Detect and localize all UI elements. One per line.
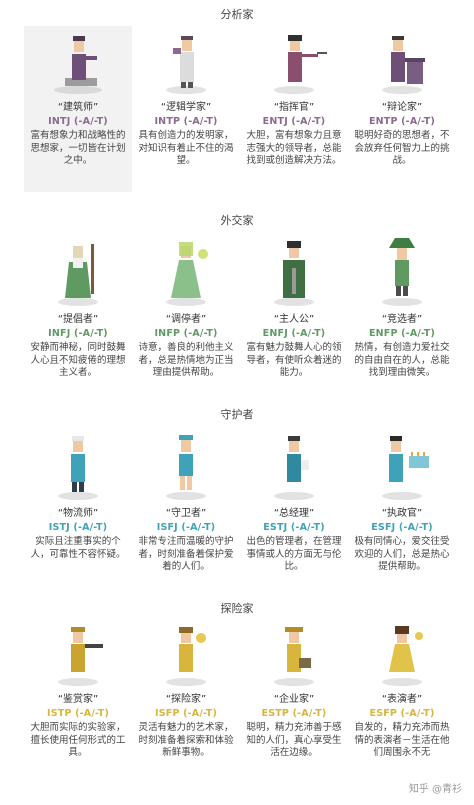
executive-avatar-icon <box>274 436 314 500</box>
role-label: “执政官” <box>381 508 423 519</box>
group-title-analysts: 分析家 <box>220 8 254 21</box>
card-entj: “指挥官” ENTJ (-A/-T) 大胆，富有想象力且意志强大的领导者，总能找… <box>240 26 348 168</box>
campaigner-avatar-icon <box>382 238 422 306</box>
card-intj: “建筑师” INTJ (-A/-T) 富有想象力和战略性的思想家，一切皆在计划之… <box>24 26 132 192</box>
type-code: ESFP (-A/-T) <box>369 708 435 719</box>
card-infp: “调停者” INFP (-A/-T) 诗意，善良的利他主义者，总是热情地为正当理… <box>132 232 240 380</box>
role-label: “指挥官” <box>273 102 315 113</box>
watermark: 知乎 @青衫 <box>408 784 462 795</box>
type-description: 实际且注重事实的个人，可靠性不容怀疑。 <box>30 536 126 560</box>
type-code: INFP (-A/-T) <box>154 328 218 339</box>
type-code: ISTP (-A/-T) <box>46 708 109 719</box>
type-description: 大胆，富有想象力且意志强大的领导者，总能找到或创造解决方法。 <box>246 130 342 166</box>
type-description: 出色的管理者，在管理事情或人的方面无与伦比。 <box>246 536 342 572</box>
commander-avatar-icon <box>274 35 327 94</box>
type-description: 富有魅力鼓舞人心的领导者，有使听众着迷的能力。 <box>246 342 342 378</box>
defender-avatar-icon <box>166 435 206 500</box>
protagonist-avatar-icon <box>274 241 314 306</box>
entrepreneur-avatar-icon <box>274 627 314 686</box>
role-label: “物流师” <box>57 508 99 519</box>
consul-avatar-icon <box>382 436 429 500</box>
type-description: 灵活有魅力的艺术家，时刻准备着探索和体验新鲜事物。 <box>138 722 234 758</box>
card-esfp: “表演者” ESFP (-A/-T) 自发的，精力充沛而热情的表演者－生活在他们… <box>348 618 456 760</box>
card-intp: “逻辑学家” INTP (-A/-T) 具有创造力的发明家，对知识有着止不住的渴… <box>132 26 240 168</box>
card-estp: “企业家” ESTP (-A/-T) 聪明，精力充沛善于感知的人们，真心享受生活… <box>240 618 348 760</box>
group-title-explorers: 探险家 <box>220 602 254 615</box>
role-label: “探险家” <box>165 694 207 705</box>
role-label: “竞选者” <box>381 314 423 325</box>
entertainer-avatar-icon <box>382 626 423 686</box>
architect-avatar-icon <box>54 36 102 94</box>
logistician-avatar-icon <box>58 436 98 500</box>
group-title-diplomats: 外交家 <box>220 214 254 227</box>
role-label: “调停者” <box>165 314 207 325</box>
type-description: 热情，有创造力爱社交的自由自在的人，总能找到理由微笑。 <box>354 342 450 378</box>
type-description: 具有创造力的发明家，对知识有着止不住的渴望。 <box>138 130 234 166</box>
type-description: 富有想象力和战略性的思想家，一切皆在计划之中。 <box>30 130 126 166</box>
type-description: 诗意，善良的利他主义者，总是热情地为正当理由提供帮助。 <box>138 342 234 378</box>
card-esfj: “执政官” ESFJ (-A/-T) 极有同情心，爱交往受欢迎的人们，总是热心提… <box>348 426 456 574</box>
role-label: “鉴赏家” <box>57 694 99 705</box>
role-label: “辩论家” <box>381 102 423 113</box>
role-label: “主人公” <box>273 314 315 325</box>
type-description: 安静而神秘，同时鼓舞人心且不知疲倦的理想主义者。 <box>30 342 126 378</box>
type-code: ESFJ (-A/-T) <box>371 522 433 533</box>
type-code: INTP (-A/-T) <box>154 116 218 127</box>
type-code: ENFJ (-A/-T) <box>262 328 326 339</box>
adventurer-avatar-icon <box>166 627 206 686</box>
card-isfj: “守卫者” ISFJ (-A/-T) 非常专注而温暖的守护者，时刻准备着保护爱着… <box>132 426 240 574</box>
card-istp: “鉴赏家” ISTP (-A/-T) 大胆而实际的实验家，擅长使用任何形式的工具… <box>24 618 132 760</box>
role-label: “表演者” <box>381 694 423 705</box>
logician-avatar-icon <box>166 36 206 94</box>
card-isfp: “探险家” ISFP (-A/-T) 灵活有魅力的艺术家，时刻准备着探索和体验新… <box>132 618 240 760</box>
type-code: ENTP (-A/-T) <box>368 116 436 127</box>
role-label: “逻辑学家” <box>160 102 212 113</box>
type-code: INTJ (-A/-T) <box>48 116 108 127</box>
card-enfp: “竞选者” ENFP (-A/-T) 热情，有创造力爱社交的自由自在的人，总能找… <box>348 232 456 380</box>
debater-avatar-icon <box>382 36 425 94</box>
type-description: 非常专注而温暖的守护者，时刻准备着保护爱着的人们。 <box>138 536 234 572</box>
type-description: 极有同情心，爱交往受欢迎的人们，总是热心提供帮助。 <box>354 536 450 572</box>
role-label: “提倡者” <box>57 314 99 325</box>
type-code: ISFJ (-A/-T) <box>156 522 216 533</box>
group-title-sentinels: 守护者 <box>220 408 254 421</box>
type-code: ESTP (-A/-T) <box>261 708 327 719</box>
type-description: 聪明好奇的思想者，不会放弃任何智力上的挑战。 <box>354 130 450 166</box>
card-istj: “物流师” ISTJ (-A/-T) 实际且注重事实的个人，可靠性不容怀疑。 <box>24 426 132 561</box>
role-label: “建筑师” <box>57 102 99 113</box>
type-code: ISFP (-A/-T) <box>154 708 217 719</box>
virtuoso-avatar-icon <box>58 627 103 686</box>
type-code: ENTJ (-A/-T) <box>262 116 326 127</box>
mediator-avatar-icon <box>166 242 208 306</box>
role-label: “企业家” <box>273 694 315 705</box>
type-description: 大胆而实际的实验家，擅长使用任何形式的工具。 <box>30 722 126 758</box>
advocate-avatar-icon <box>58 244 98 306</box>
type-code: INFJ (-A/-T) <box>48 328 108 339</box>
card-enfj: “主人公” ENFJ (-A/-T) 富有魅力鼓舞人心的领导者，有使听众着迷的能… <box>240 232 348 380</box>
card-infj: “提倡者” INFJ (-A/-T) 安静而神秘，同时鼓舞人心且不知疲倦的理想主… <box>24 232 132 380</box>
type-code: ESTJ (-A/-T) <box>263 522 325 533</box>
type-code: ENFP (-A/-T) <box>368 328 436 339</box>
type-code: ISTJ (-A/-T) <box>48 522 108 533</box>
type-description: 自发的，精力充沛而热情的表演者－生活在他们周围永不无 <box>354 722 450 758</box>
type-description: 聪明，精力充沛善于感知的人们，真心享受生活在边缘。 <box>246 722 342 758</box>
role-label: “守卫者” <box>165 508 207 519</box>
card-estj: “总经理” ESTJ (-A/-T) 出色的管理者，在管理事情或人的方面无与伦比… <box>240 426 348 574</box>
card-entp: “辩论家” ENTP (-A/-T) 聪明好奇的思想者，不会放弃任何智力上的挑战… <box>348 26 456 168</box>
role-label: “总经理” <box>273 508 315 519</box>
